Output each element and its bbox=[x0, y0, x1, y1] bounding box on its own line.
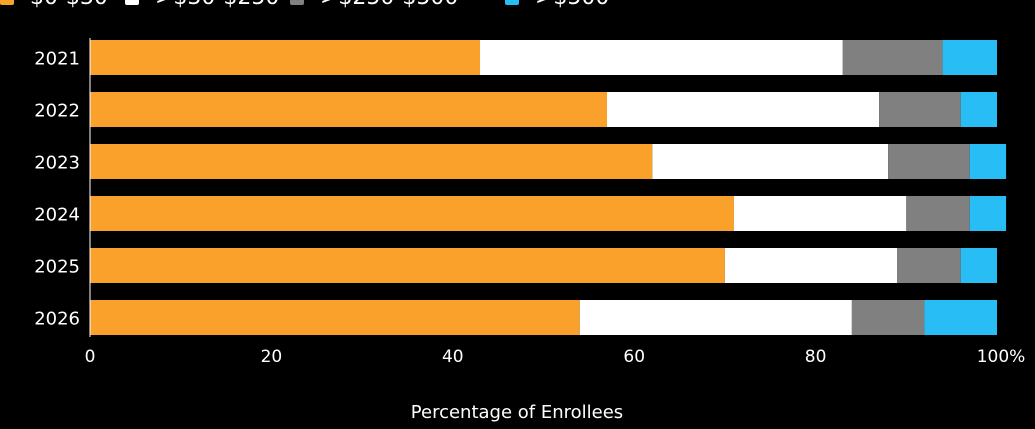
bar-segment-2026-3 bbox=[924, 300, 997, 335]
legend-swatch bbox=[125, 0, 139, 5]
bar-segment-2021-0 bbox=[90, 40, 481, 75]
bar-segment-2023-1 bbox=[652, 144, 889, 179]
bar-segment-2026-0 bbox=[90, 300, 580, 335]
bar-segment-2021-1 bbox=[480, 40, 843, 75]
x-tick-label: 60 bbox=[623, 347, 645, 367]
legend-swatch bbox=[0, 0, 14, 5]
bar-segment-2021-2 bbox=[842, 40, 943, 75]
bar-segment-2025-3 bbox=[960, 248, 997, 283]
bar-segment-2025-0 bbox=[90, 248, 725, 283]
bar-segment-2022-0 bbox=[90, 92, 607, 127]
x-tick-label: 20 bbox=[261, 347, 283, 367]
legend-swatch bbox=[505, 0, 519, 5]
legend-swatch bbox=[290, 0, 304, 5]
bar-segment-2025-1 bbox=[724, 248, 898, 283]
bars bbox=[89, 38, 1007, 337]
x-tick-label: 100% bbox=[977, 347, 1026, 367]
legend-label: >$30-$250 bbox=[155, 0, 279, 10]
legend-label: >$250-$500 bbox=[320, 0, 458, 10]
legend-label: >$500 bbox=[535, 0, 609, 10]
y-tick-label: 2021 bbox=[34, 49, 80, 70]
bar-segment-2022-1 bbox=[606, 92, 880, 127]
bar-segment-2024-3 bbox=[969, 196, 1007, 231]
bar-segment-2024-2 bbox=[906, 196, 970, 231]
y-tick-label: 2022 bbox=[34, 101, 80, 122]
bar-segment-2026-1 bbox=[579, 300, 852, 335]
x-axis-title: Percentage of Enrollees bbox=[411, 402, 623, 423]
x-tick-label: 80 bbox=[805, 347, 827, 367]
bar-segment-2023-3 bbox=[969, 144, 1007, 179]
y-tick-label: 2026 bbox=[34, 309, 80, 330]
bar-segment-2021-3 bbox=[942, 40, 997, 75]
legend: $0-$30 >$30-$250 >$250-$500 >$500 bbox=[0, 0, 609, 10]
bar-segment-2023-2 bbox=[888, 144, 970, 179]
bar-segment-2024-1 bbox=[733, 196, 907, 231]
x-axis-ticks: 0 20 40 60 80 100% bbox=[85, 347, 1026, 367]
y-tick-label: 2023 bbox=[34, 153, 80, 174]
bar-segment-2025-2 bbox=[897, 248, 961, 283]
bar-segment-2023-0 bbox=[90, 144, 653, 179]
y-tick-label: 2024 bbox=[34, 205, 80, 226]
bar-segment-2024-0 bbox=[90, 196, 734, 231]
x-tick-label: 40 bbox=[442, 347, 464, 367]
bar-segment-2026-2 bbox=[851, 300, 925, 335]
x-tick-label: 0 bbox=[85, 347, 96, 367]
bar-segment-2022-2 bbox=[879, 92, 961, 127]
legend-label: $0-$30 bbox=[30, 0, 108, 10]
y-tick-label: 2025 bbox=[34, 257, 80, 278]
bar-segment-2022-3 bbox=[960, 92, 997, 127]
y-axis-labels: 2021 2022 2023 2024 2025 2026 bbox=[34, 49, 80, 330]
